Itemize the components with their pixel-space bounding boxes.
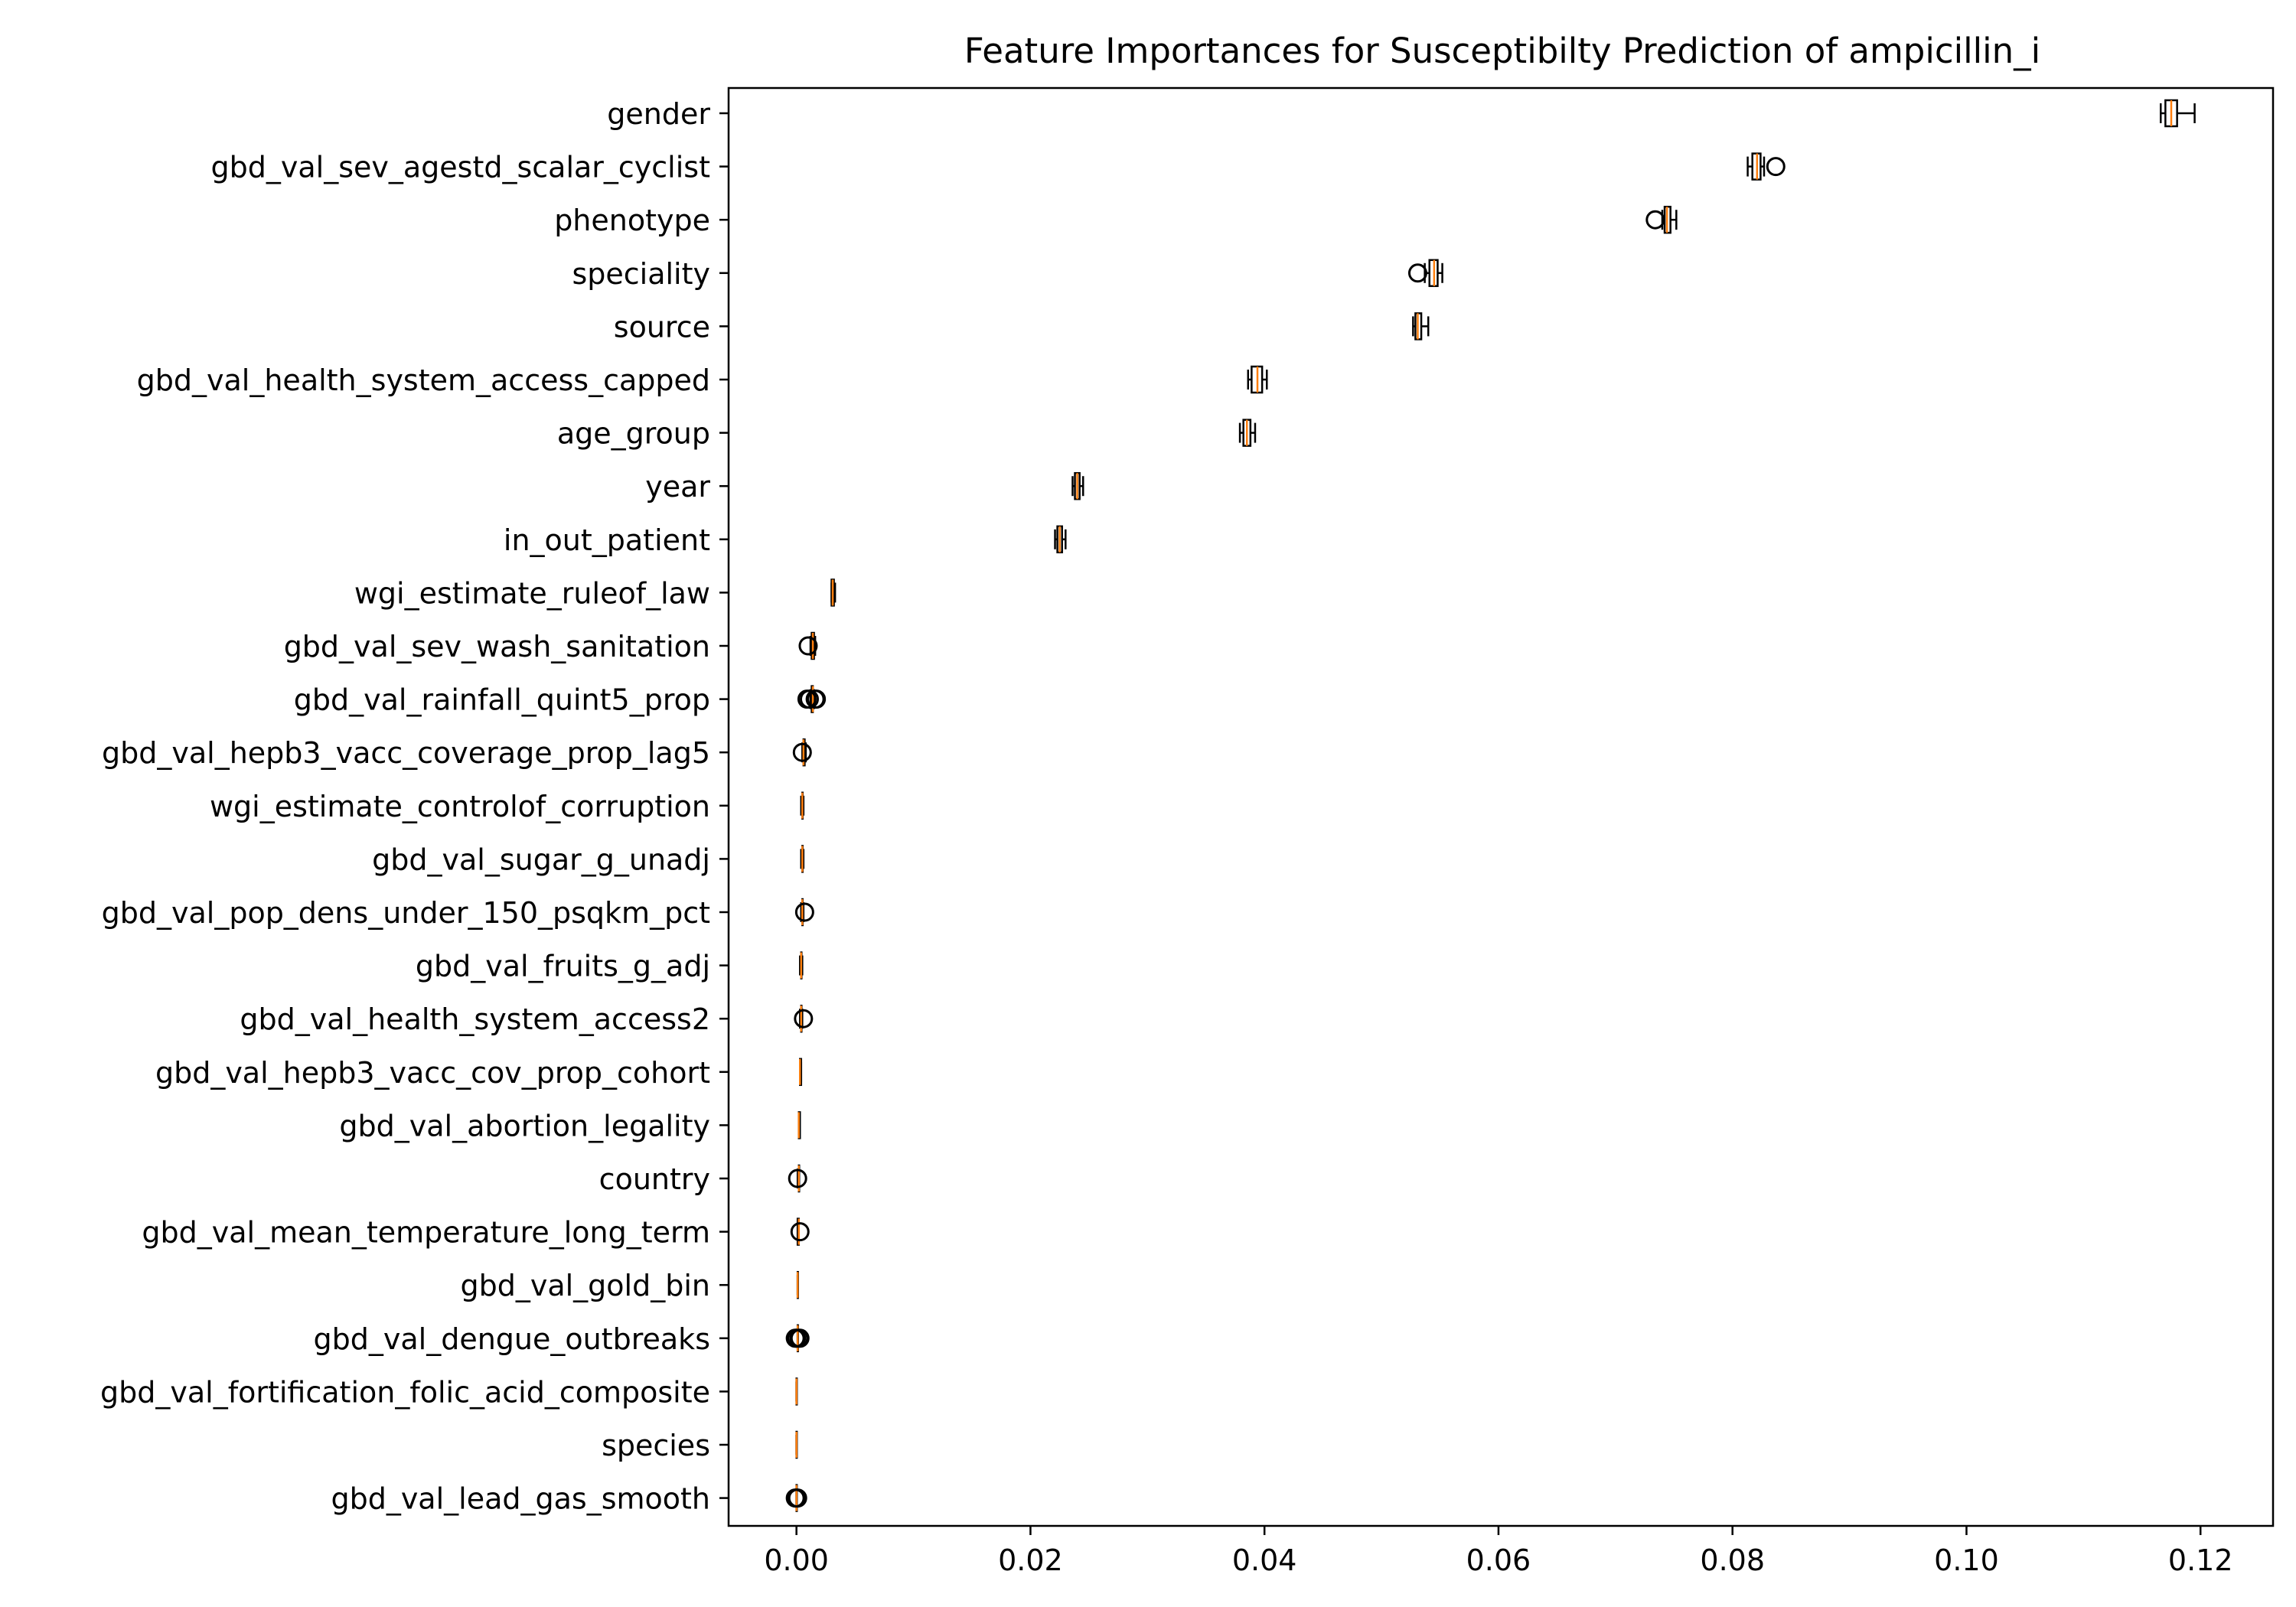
y-tick-label: gbd_val_hepb3_vacc_cov_prop_cohort — [155, 1056, 710, 1090]
y-tick-label: gbd_val_lead_gas_smooth — [331, 1482, 710, 1516]
outlier-point — [1766, 157, 1786, 177]
box-gbd-val-sugar-g-unadj — [800, 845, 805, 873]
y-tick-label: source — [614, 310, 710, 344]
box-in-out-patient — [1054, 525, 1067, 554]
y-tick-label: gbd_val_fortification_folic_acid_composi… — [100, 1375, 710, 1409]
x-tick-label: 0.00 — [764, 1543, 829, 1577]
x-tick-label: 0.04 — [1232, 1543, 1297, 1577]
y-tick-label: gbd_val_hepb3_vacc_coverage_prop_lag5 — [102, 736, 710, 770]
box-gender — [2159, 99, 2196, 128]
box-gbd-val-dengue-outbreaks — [785, 1324, 810, 1353]
y-tick-label: gbd_val_gold_bin — [460, 1269, 710, 1302]
y-tick-label: gender — [607, 97, 710, 131]
x-tick-label: 0.10 — [1934, 1543, 1999, 1577]
box-gbd-val-lead-gas-smooth — [785, 1484, 807, 1512]
y-tick-label: gbd_val_sev_agestd_scalar_cyclist — [211, 151, 711, 184]
box-gbd-val-hepb3-vacc-cov-prop-cohort — [799, 1058, 803, 1087]
y-tick-label: year — [645, 470, 710, 504]
box-age-group — [1238, 419, 1257, 447]
y-tick-label: speciality — [572, 257, 710, 291]
outlier-point — [790, 1222, 810, 1242]
y-tick-label: gbd_val_sugar_g_unadj — [372, 843, 710, 876]
box-gbd-val-sev-agestd-scalar-cyclist — [1746, 152, 1786, 181]
y-tick-label: country — [599, 1162, 710, 1196]
axes-frame — [727, 86, 2275, 1527]
box-gbd-val-mean-temperature-long-term — [790, 1217, 810, 1246]
outlier-point — [1407, 263, 1427, 283]
x-tick-label: 0.08 — [1700, 1543, 1765, 1577]
box-gbd-val-hepb3-vacc-coverage-prop-lag5 — [792, 738, 812, 767]
y-tick-label: age_group — [557, 417, 710, 451]
box-gbd-val-gold-bin — [796, 1270, 799, 1299]
x-axis: 0.00 0.02 0.04 0.06 0.08 0.10 0.12 — [764, 1526, 2233, 1577]
y-tick-label: gbd_val_health_system_access2 — [240, 1002, 710, 1036]
y-tick-label: wgi_estimate_controlof_corruption — [210, 790, 710, 823]
y-tick-label: gbd_val_fruits_g_adj — [416, 950, 710, 983]
outlier-point — [794, 1009, 814, 1028]
box-speciality — [1407, 259, 1443, 288]
box-gbd-val-rainfall-quint5-prop — [797, 685, 827, 713]
y-tick-label: wgi_estimate_ruleof_law — [354, 576, 710, 610]
x-tick-label: 0.02 — [998, 1543, 1063, 1577]
box-gbd-val-sev-wash-sanitation — [798, 631, 818, 660]
box-gbd-val-fruits-g-adj — [799, 951, 804, 980]
box-wgi-estimate-controlof-corruption — [800, 791, 805, 820]
y-tick-label: species — [602, 1429, 710, 1462]
y-tick-label: gbd_val_sev_wash_sanitation — [284, 630, 710, 663]
y-tick-label: gbd_val_pop_dens_under_150_psqkm_pct — [102, 896, 710, 930]
box-year — [1071, 471, 1084, 500]
box-gbd-val-health-system-access-capped — [1247, 365, 1268, 394]
box-wgi-estimate-ruleof-law — [830, 579, 837, 607]
box-gbd-val-abortion-legality — [797, 1111, 801, 1139]
outlier-point — [807, 689, 827, 709]
y-tick-label: gbd_val_abortion_legality — [339, 1109, 710, 1143]
y-axis: gender gbd_val_sev_agestd_scalar_cyclistp… — [100, 97, 729, 1516]
outlier-point — [799, 689, 819, 709]
y-tick-label: phenotype — [554, 204, 710, 237]
y-tick-label: gbd_val_rainfall_quint5_prop — [294, 683, 710, 717]
box-gbd-val-pop-dens-under-150-psqkm-pct — [794, 898, 814, 927]
box-country — [788, 1164, 807, 1193]
outlier-point — [788, 1169, 807, 1188]
y-tick-label: gbd_val_dengue_outbreaks — [314, 1322, 710, 1356]
y-tick-label: in_out_patient — [504, 523, 710, 557]
outlier-point — [790, 1328, 810, 1348]
y-tick-label: gbd_val_health_system_access_capped — [137, 363, 710, 397]
y-tick-label: gbd_val_mean_temperature_long_term — [142, 1216, 710, 1250]
box-source — [1412, 312, 1430, 341]
box-phenotype — [1645, 205, 1678, 234]
outlier-point — [788, 1488, 807, 1508]
x-tick-label: 0.12 — [2168, 1543, 2233, 1577]
box-gbd-val-health-system-access2 — [794, 1004, 814, 1033]
plot-area — [785, 99, 2196, 1512]
chart-title: Feature Importances for Susceptibilty Pr… — [964, 31, 2040, 71]
outlier-point — [792, 742, 812, 762]
outlier-point — [1645, 210, 1665, 230]
outlier-point — [798, 636, 818, 656]
outlier-point — [794, 902, 814, 922]
x-tick-label: 0.06 — [1466, 1543, 1531, 1577]
